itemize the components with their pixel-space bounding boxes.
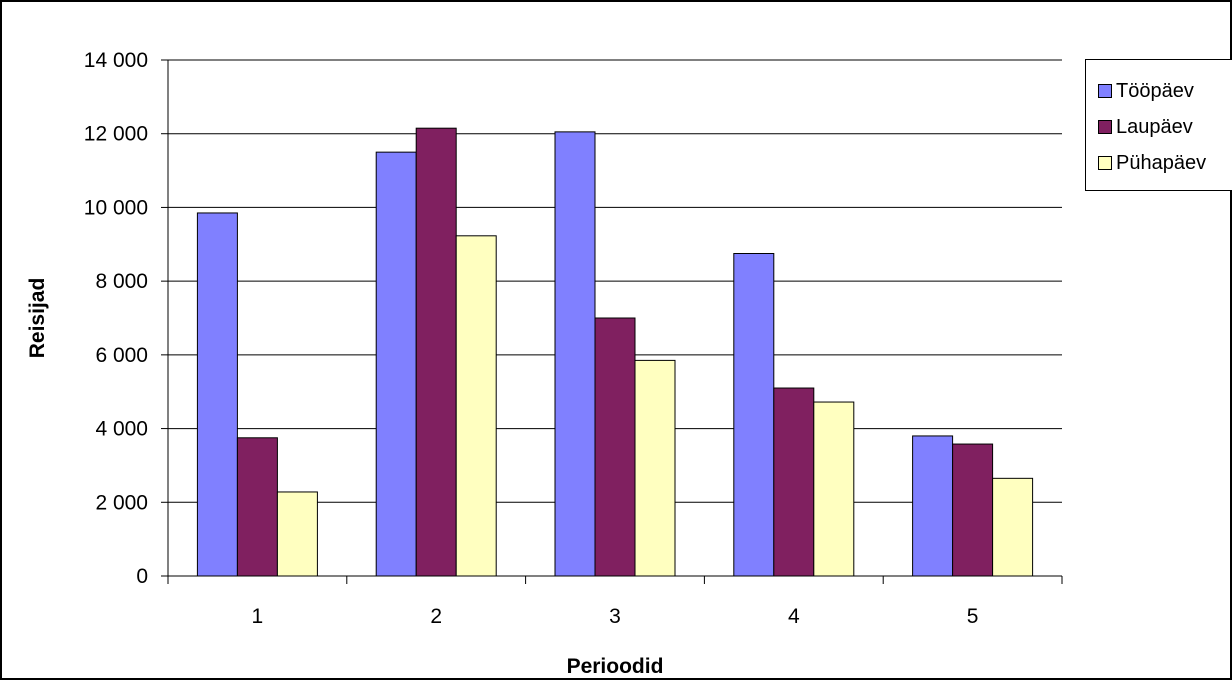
bar-toopaev-5	[912, 435, 954, 577]
bar-puhapaev-2	[455, 235, 497, 577]
legend-label-toopaev: Tööpäev	[1116, 79, 1194, 102]
y-tick-label: 14 000	[84, 49, 148, 72]
bar-puhapaev-3	[634, 359, 676, 577]
bar-laupaev-1	[236, 437, 278, 577]
bar-laupaev-3	[594, 317, 636, 577]
bar-puhapaev-5	[992, 477, 1034, 577]
bar-laupaev-2	[415, 127, 457, 577]
y-tick-label: 12 000	[84, 123, 148, 146]
x-tick-label: 5	[967, 605, 979, 628]
legend-item-toopaev: Tööpäev	[1098, 80, 1194, 102]
y-axis-ticks: 0 2 000 4 000 6 000 8 000 10 000 12 000 14 000	[84, 49, 168, 588]
bar-laupaev-4	[773, 387, 815, 577]
y-tick-label: 10 000	[84, 196, 148, 219]
x-axis-ticks: 1 2 3 4 5	[167, 576, 1063, 628]
legend-swatch-puhapaev	[1098, 156, 1112, 170]
legend-item-puhapaev: Pühapäev	[1098, 152, 1206, 174]
x-tick-label: 1	[252, 605, 264, 628]
legend-swatch-laupaev	[1098, 120, 1112, 134]
x-tick-label: 4	[788, 605, 800, 628]
legend: Tööpäev Laupäev Pühapäev	[1085, 59, 1232, 191]
bar-laupaev-5	[952, 443, 994, 577]
bar-toopaev-4	[733, 253, 775, 577]
y-tick-label: 6 000	[95, 344, 148, 367]
legend-label-laupaev: Laupäev	[1116, 115, 1193, 138]
bar-puhapaev-4	[813, 401, 855, 577]
x-axis-title: Perioodid	[567, 655, 664, 678]
legend-swatch-toopaev	[1098, 84, 1112, 98]
bar-toopaev-2	[375, 151, 417, 577]
y-tick-label: 2 000	[95, 491, 148, 514]
axes	[167, 60, 1062, 577]
x-tick-label: 2	[430, 605, 442, 628]
y-tick-label: 4 000	[95, 418, 148, 441]
legend-item-laupaev: Laupäev	[1098, 116, 1193, 138]
legend-label-puhapaev: Pühapäev	[1116, 151, 1207, 174]
bar-puhapaev-1	[276, 491, 318, 577]
y-axis-title: Reisijad	[26, 278, 49, 359]
bar-toopaev-3	[554, 131, 596, 577]
y-tick-label: 0	[136, 565, 148, 588]
bar-toopaev-1	[196, 212, 238, 577]
y-tick-label: 8 000	[95, 270, 148, 293]
x-tick-label: 3	[609, 605, 621, 628]
